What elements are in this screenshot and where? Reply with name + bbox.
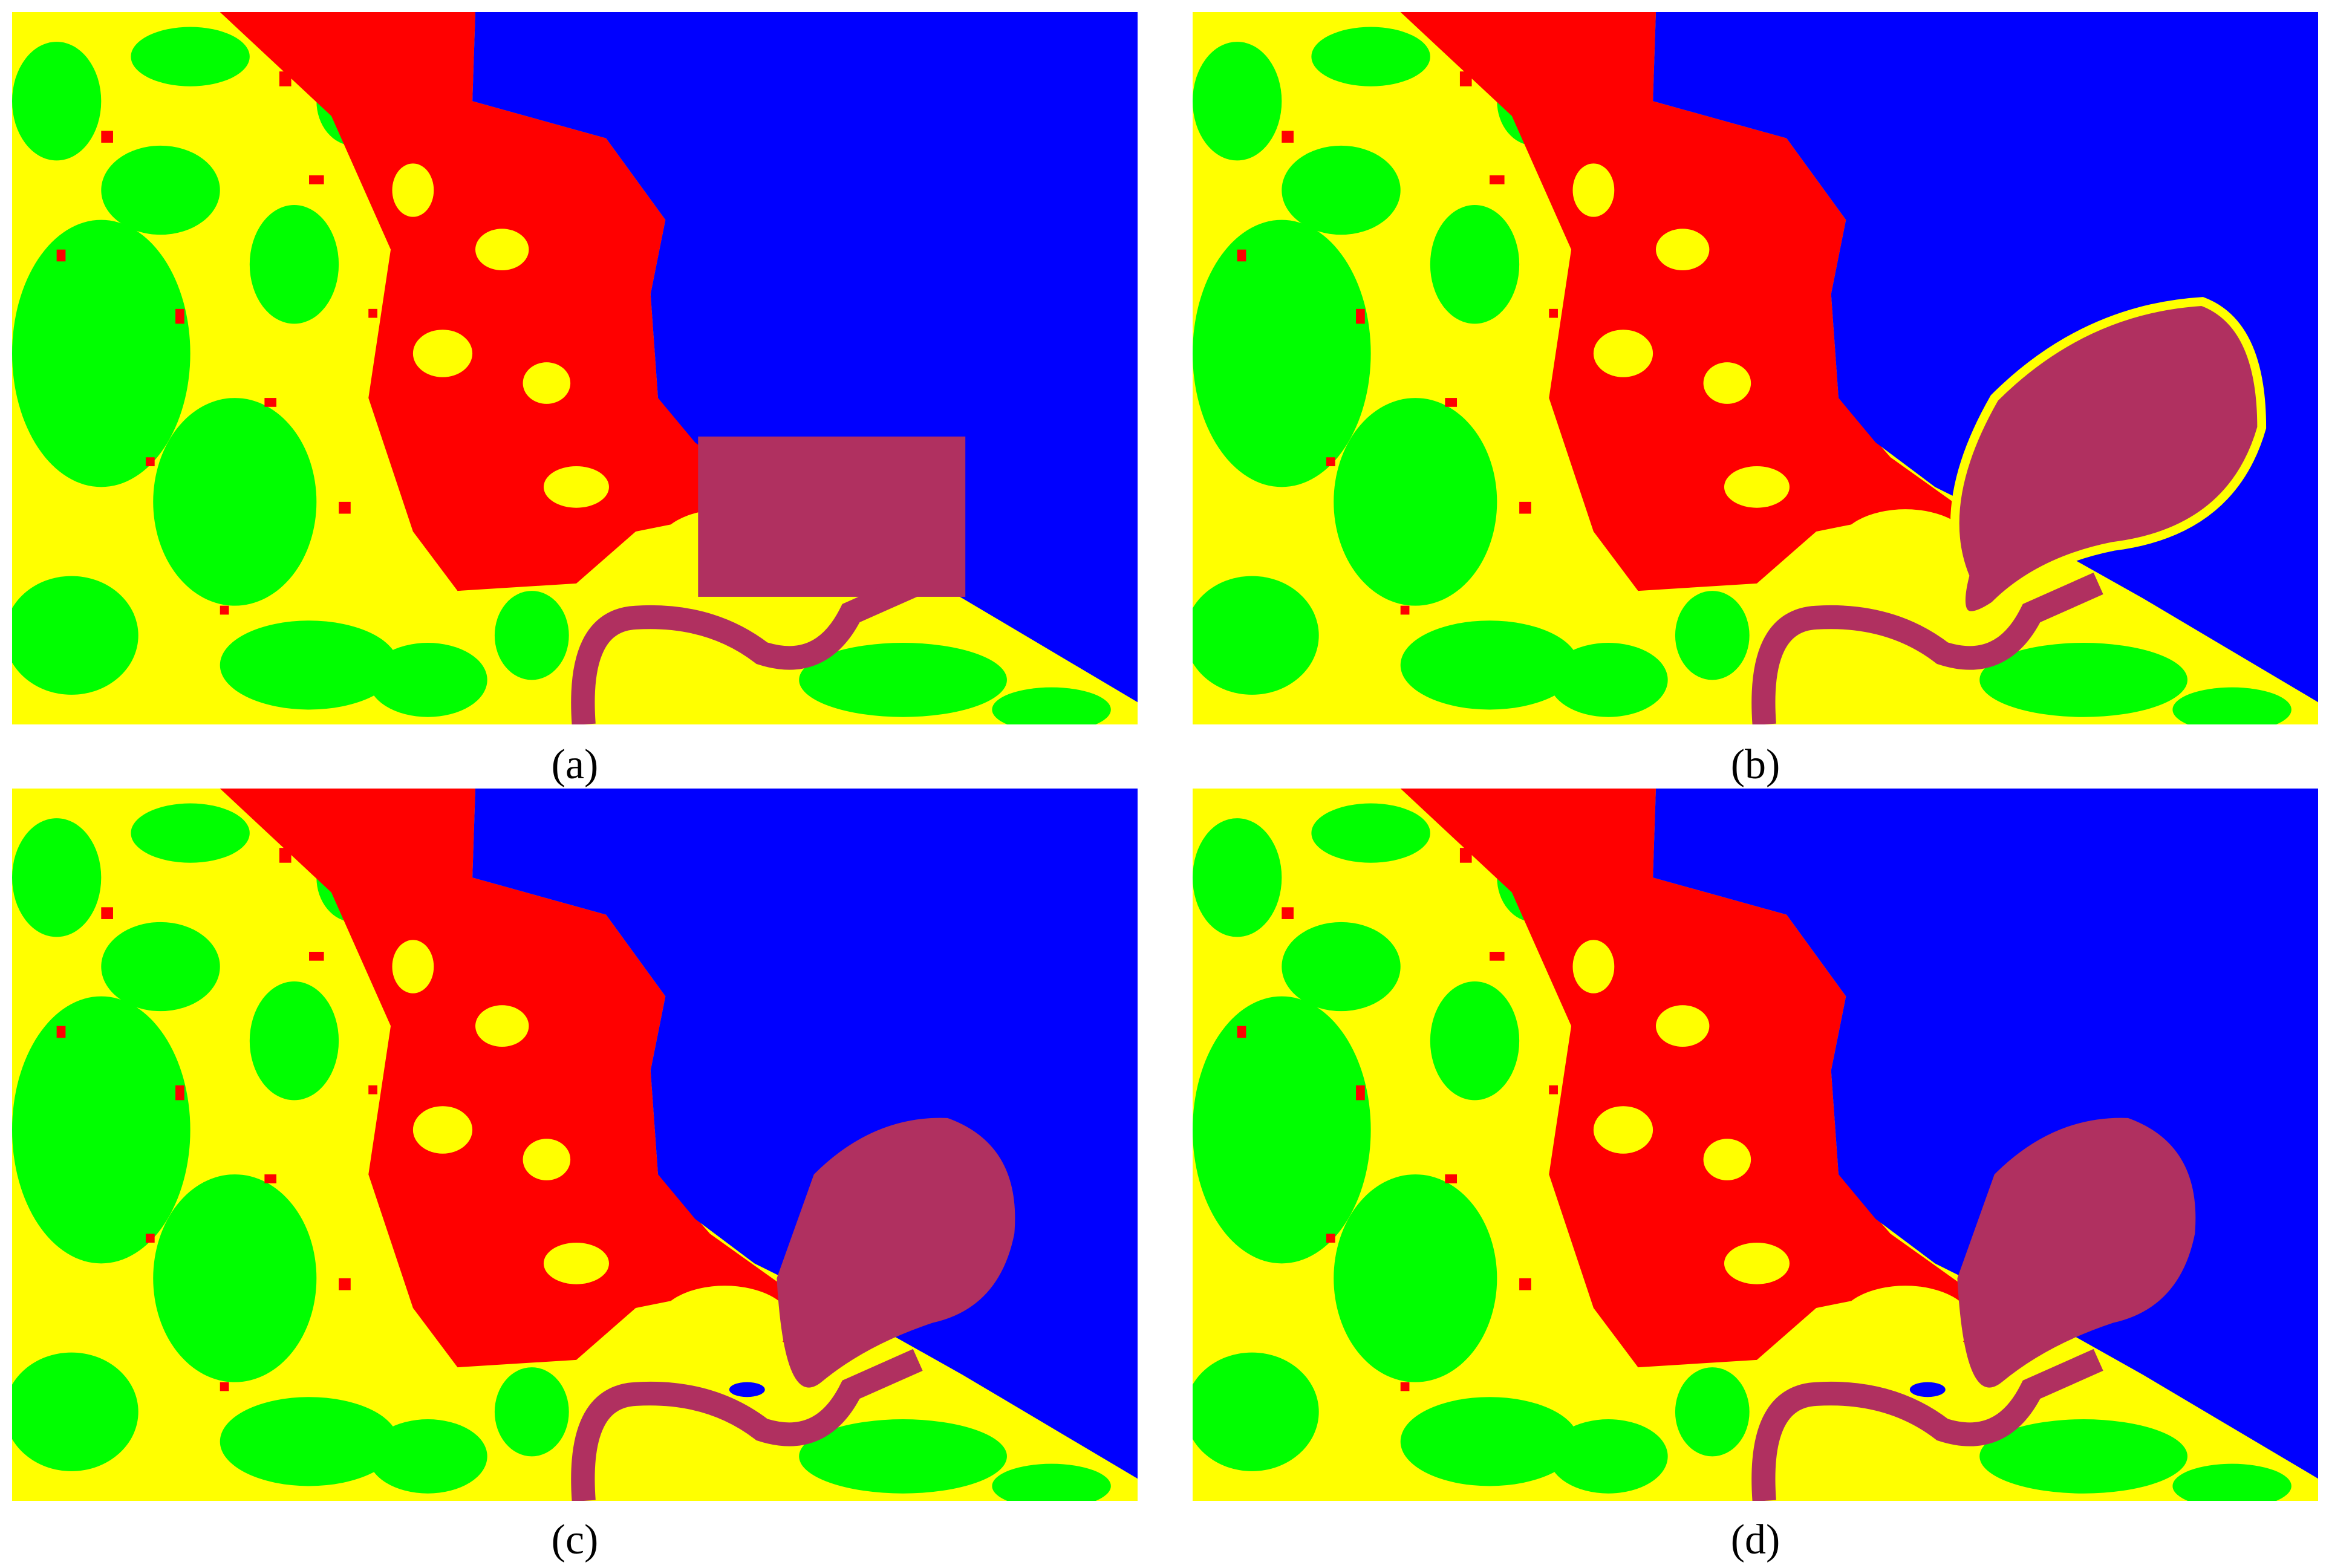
panel-label: (c): [551, 1517, 599, 1563]
panel-label: (b): [1730, 741, 1780, 788]
map: [4, 12, 1138, 724]
map-panel: [1185, 12, 2318, 724]
panel-label: (d): [1730, 1517, 1780, 1563]
map-panel: [4, 12, 1138, 724]
panel-label: (a): [551, 741, 599, 788]
map: [4, 789, 1138, 1501]
map: [1185, 789, 2318, 1501]
map-panel: [4, 789, 1138, 1501]
map-panel: [1185, 789, 2318, 1501]
map: [1185, 12, 2318, 724]
